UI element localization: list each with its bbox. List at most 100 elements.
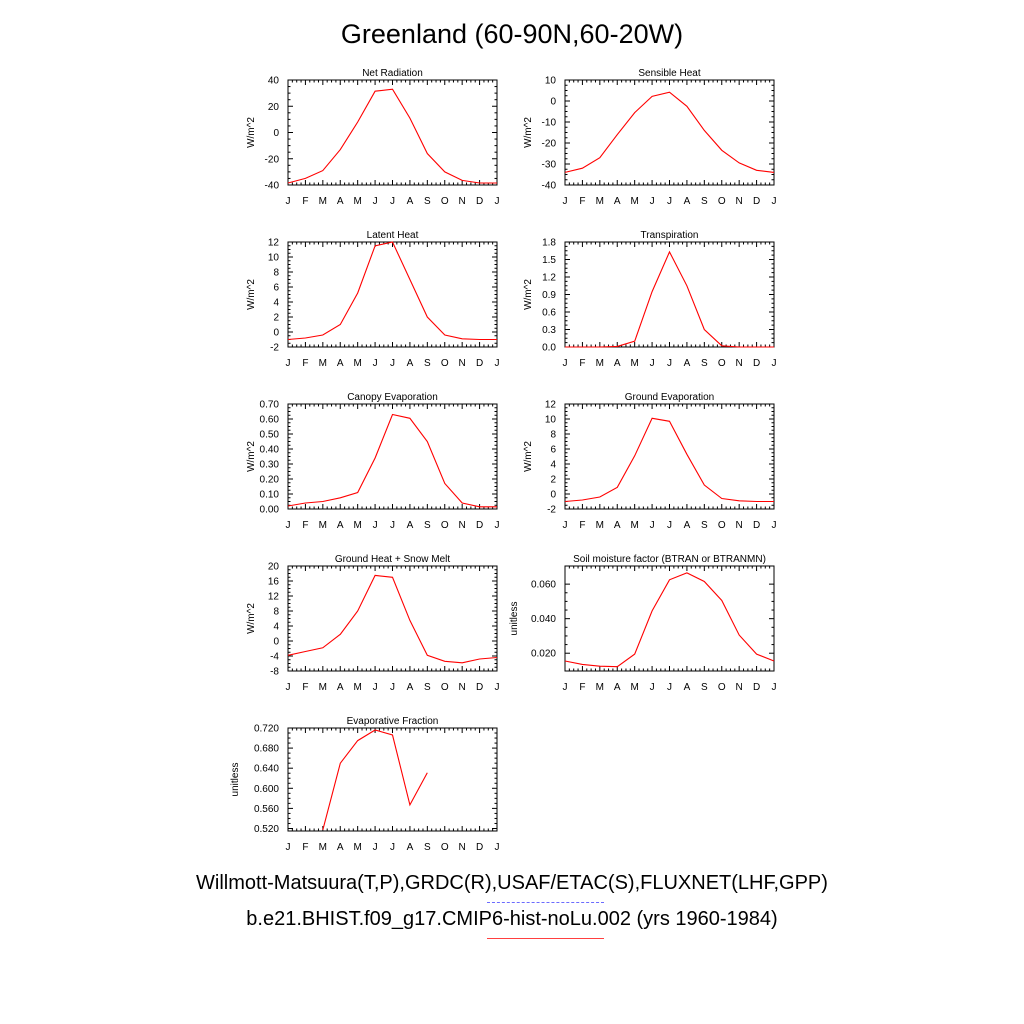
- y-axis-label: W/m^2: [246, 603, 257, 634]
- x-tick-label: D: [476, 520, 483, 531]
- x-tick-label: J: [563, 196, 568, 207]
- y-tick-label: 0.40: [260, 445, 280, 456]
- x-tick-label: N: [736, 358, 743, 369]
- x-tick-label: J: [286, 358, 291, 369]
- legend-model-label: b.e21.BHIST.f09_g17.CMIP6-hist-noLu.002 …: [246, 908, 778, 930]
- y-tick-label: 20: [268, 102, 280, 113]
- x-tick-label: D: [476, 358, 483, 369]
- x-tick-label: A: [407, 682, 414, 693]
- y-axis-label: W/m^2: [246, 279, 257, 310]
- x-tick-label: J: [495, 196, 500, 207]
- y-tick-label: 0.3: [542, 325, 556, 336]
- panel-title: Transpiration: [641, 230, 699, 241]
- panel-title: Canopy Evaporation: [347, 392, 438, 403]
- y-tick-label: 0: [273, 128, 279, 139]
- page-title: Greenland (60-90N,60-20W): [340, 19, 684, 49]
- y-tick-label: 0.10: [260, 490, 280, 501]
- x-tick-label: D: [476, 842, 483, 853]
- y-tick-label: 0.50: [260, 430, 280, 441]
- x-tick-label: D: [476, 682, 483, 693]
- x-tick-label: M: [596, 520, 604, 531]
- x-tick-label: J: [667, 358, 672, 369]
- x-tick-label: S: [701, 682, 708, 693]
- x-tick-label: M: [353, 196, 361, 207]
- x-tick-label: M: [319, 520, 327, 531]
- x-tick-label: A: [614, 358, 621, 369]
- x-tick-label: J: [650, 358, 655, 369]
- x-tick-label: O: [441, 520, 449, 531]
- x-tick-label: J: [667, 196, 672, 207]
- x-tick-label: M: [319, 682, 327, 693]
- x-tick-label: J: [373, 842, 378, 853]
- y-tick-label: -4: [270, 652, 279, 663]
- y-tick-label: -30: [542, 160, 557, 171]
- y-tick-label: 0.70: [260, 400, 280, 411]
- x-tick-label: O: [441, 196, 449, 207]
- x-tick-label: J: [390, 358, 395, 369]
- x-tick-label: F: [579, 520, 585, 531]
- x-tick-label: J: [495, 358, 500, 369]
- y-tick-label: 10: [545, 76, 557, 87]
- y-tick-label: 8: [550, 430, 556, 441]
- series-line: [287, 88, 497, 184]
- x-tick-label: F: [302, 520, 308, 531]
- x-tick-label: O: [718, 682, 726, 693]
- y-tick-label: 8: [273, 268, 279, 279]
- x-tick-label: J: [495, 682, 500, 693]
- y-tick-label: 6: [273, 283, 279, 294]
- y-tick-label: 0.060: [531, 580, 556, 591]
- x-tick-label: J: [772, 520, 777, 531]
- y-tick-label: -20: [542, 139, 557, 150]
- x-tick-label: M: [596, 682, 604, 693]
- y-tick-label: 1.5: [542, 255, 556, 266]
- x-tick-label: J: [772, 196, 777, 207]
- plot-frame: [287, 79, 498, 186]
- x-tick-label: S: [701, 520, 708, 531]
- x-tick-label: O: [441, 842, 449, 853]
- y-tick-label: 0.20: [260, 475, 280, 486]
- x-tick-label: J: [373, 196, 378, 207]
- x-tick-label: M: [630, 196, 638, 207]
- y-tick-label: 16: [268, 577, 280, 588]
- y-tick-label: 0: [273, 637, 279, 648]
- y-tick-label: -8: [270, 667, 279, 678]
- y-tick-label: 12: [268, 238, 280, 249]
- x-tick-label: O: [718, 358, 726, 369]
- panel-title: Soil moisture factor (BTRAN or BTRANMN): [573, 554, 766, 565]
- x-tick-label: M: [319, 842, 327, 853]
- y-tick-label: 0.640: [254, 764, 279, 775]
- y-tick-label: 12: [545, 400, 557, 411]
- x-tick-label: F: [302, 196, 308, 207]
- panel-title: Net Radiation: [362, 68, 423, 79]
- x-tick-label: A: [337, 520, 344, 531]
- x-tick-label: A: [614, 682, 621, 693]
- series-line: [565, 250, 774, 348]
- x-tick-label: O: [718, 196, 726, 207]
- y-tick-label: 10: [545, 415, 557, 426]
- y-tick-label: 2: [273, 313, 279, 324]
- x-tick-label: F: [579, 358, 585, 369]
- y-tick-label: 4: [550, 460, 556, 471]
- y-tick-label: 0: [550, 97, 556, 108]
- x-tick-label: M: [353, 520, 361, 531]
- x-tick-label: D: [753, 358, 760, 369]
- x-tick-label: A: [407, 520, 414, 531]
- x-tick-label: A: [684, 520, 691, 531]
- y-axis-label: W/m^2: [523, 279, 534, 310]
- y-tick-label: -40: [265, 181, 280, 192]
- x-tick-label: N: [459, 520, 466, 531]
- x-tick-label: S: [424, 196, 431, 207]
- x-tick-label: F: [302, 358, 308, 369]
- y-tick-label: 0.9: [542, 290, 556, 301]
- x-tick-label: J: [772, 358, 777, 369]
- y-tick-label: 0.020: [531, 649, 556, 660]
- x-tick-label: N: [459, 682, 466, 693]
- legend-model-line: [487, 938, 604, 939]
- x-tick-label: J: [667, 520, 672, 531]
- x-tick-label: A: [337, 842, 344, 853]
